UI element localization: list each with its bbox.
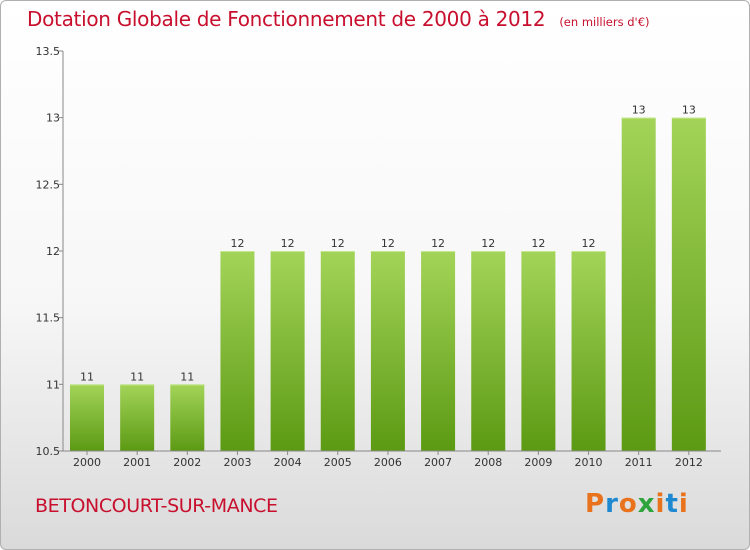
brand-letter: t bbox=[665, 489, 679, 519]
chart-subtitle: (en milliers d'€) bbox=[559, 15, 650, 29]
x-tick-label-2000: 2000 bbox=[73, 456, 101, 469]
bar-2012[interactable] bbox=[671, 117, 706, 452]
x-tick-label-2010: 2010 bbox=[575, 456, 603, 469]
bar-2001[interactable] bbox=[120, 384, 155, 451]
y-tick-label: 13 bbox=[46, 112, 60, 125]
x-tick-label-2008: 2008 bbox=[474, 456, 502, 469]
data-label-2011: 13 bbox=[632, 104, 646, 117]
data-label-2004: 12 bbox=[281, 237, 295, 250]
city-name: BETONCOURT-SUR-MANCE bbox=[35, 495, 278, 517]
y-tick-label: 12.5 bbox=[36, 178, 61, 191]
y-tick-label: 12 bbox=[46, 245, 60, 258]
x-tick-label-2012: 2012 bbox=[675, 456, 703, 469]
bars-layer: 11 11 11 12 12 12 12 12 12 12 12 13 13 bbox=[70, 104, 706, 452]
data-label-2009: 12 bbox=[531, 237, 545, 250]
brand-letter: i bbox=[678, 489, 689, 519]
bar-2007[interactable] bbox=[421, 251, 456, 451]
bar-2008[interactable] bbox=[471, 251, 506, 451]
bar-2011[interactable] bbox=[621, 117, 656, 452]
data-label-2001: 11 bbox=[130, 370, 144, 383]
bar-2002[interactable] bbox=[170, 384, 205, 451]
x-tick-label-2002: 2002 bbox=[173, 456, 201, 469]
x-tick-label-2006: 2006 bbox=[374, 456, 402, 469]
brand-letter: r bbox=[605, 489, 619, 519]
x-tick-label-2011: 2011 bbox=[625, 456, 653, 469]
axes-layer: 10.5 11 11.5 12 12.5 13 13.5 2000 2001 2002 2003 20… bbox=[36, 45, 721, 469]
x-tick-label-2003: 2003 bbox=[223, 456, 251, 469]
bar-2009[interactable] bbox=[521, 251, 556, 451]
title-row: Dotation Globale de Fonctionnement de 20… bbox=[27, 7, 650, 31]
data-label-2008: 12 bbox=[481, 237, 495, 250]
data-label-2005: 12 bbox=[331, 237, 345, 250]
bar-2000[interactable] bbox=[70, 384, 104, 451]
y-tick-label: 10.5 bbox=[36, 445, 61, 458]
data-label-2002: 11 bbox=[180, 370, 194, 383]
chart-title: Dotation Globale de Fonctionnement de 20… bbox=[27, 7, 546, 31]
brand-letter: P bbox=[585, 489, 606, 519]
proxiti-logo[interactable]: Proxiti bbox=[585, 489, 689, 519]
data-label-2010: 12 bbox=[582, 237, 596, 250]
data-label-2012: 13 bbox=[682, 104, 696, 117]
y-tick-label: 11.5 bbox=[36, 312, 61, 325]
data-label-2000: 11 bbox=[80, 370, 94, 383]
data-label-2007: 12 bbox=[431, 237, 445, 250]
data-label-2006: 12 bbox=[381, 237, 395, 250]
y-tick-label: 11 bbox=[46, 378, 60, 391]
x-tick-label-2007: 2007 bbox=[424, 456, 452, 469]
brand-letter: o bbox=[618, 489, 638, 519]
y-tick-label: 13.5 bbox=[36, 45, 61, 58]
x-tick-label-2005: 2005 bbox=[324, 456, 352, 469]
bar-2003[interactable] bbox=[220, 251, 255, 451]
brand-letter: x bbox=[637, 489, 656, 519]
data-label-2003: 12 bbox=[230, 237, 244, 250]
brand-letter: i bbox=[655, 489, 666, 519]
x-tick-label-2009: 2009 bbox=[524, 456, 552, 469]
x-tick-label-2004: 2004 bbox=[274, 456, 302, 469]
bar-2005[interactable] bbox=[320, 251, 355, 451]
bar-2006[interactable] bbox=[370, 251, 405, 451]
bar-2004[interactable] bbox=[270, 251, 305, 451]
x-tick-label-2001: 2001 bbox=[123, 456, 151, 469]
bar-2010[interactable] bbox=[571, 251, 606, 451]
